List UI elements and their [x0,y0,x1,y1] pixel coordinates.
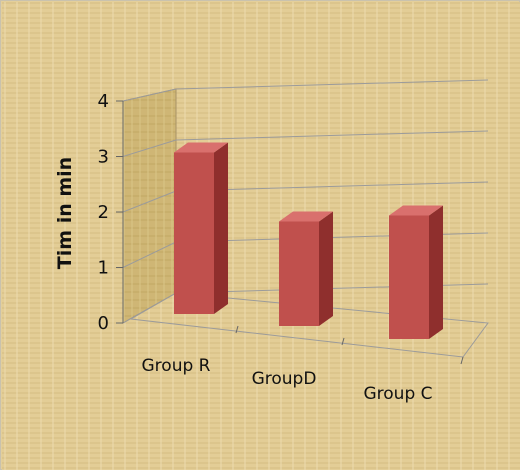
y-tick-label: 3 [98,147,109,168]
gridline [175,79,489,90]
y-tick-label: 1 [98,258,109,279]
bar [279,211,333,326]
bar-side [319,211,333,326]
bars [174,142,443,339]
bar-top [279,211,333,222]
x-tick-label: Group C [363,384,432,404]
x-tick-label: Group R [142,356,211,376]
x-tick-mark [235,325,239,334]
side-wall [122,88,177,324]
category-axis: Group R GroupD Group C [142,325,464,404]
y-tick-label: 0 [98,313,109,334]
gridline [175,130,489,141]
value-axis: 0 1 2 3 4 [98,91,124,334]
bar-front [389,215,429,339]
x-tick-label: GroupD [252,369,317,389]
bar-top [389,205,443,216]
bar [174,142,228,314]
gridline [122,88,177,102]
gridline [122,241,177,268]
floor [129,292,489,358]
bar-front [279,221,319,326]
bar-front [174,152,214,314]
x-tick-mark [460,356,464,365]
x-tick-mark [341,337,345,346]
y-tick-label: 2 [98,202,109,223]
bar [389,205,443,339]
bar-side [429,205,443,339]
gridline [122,190,177,213]
y-tick-label: 4 [98,91,109,112]
y-axis-title: Tim in min [54,157,76,269]
gridline [122,139,177,157]
bar-side [214,142,228,314]
bar-top [174,142,228,153]
